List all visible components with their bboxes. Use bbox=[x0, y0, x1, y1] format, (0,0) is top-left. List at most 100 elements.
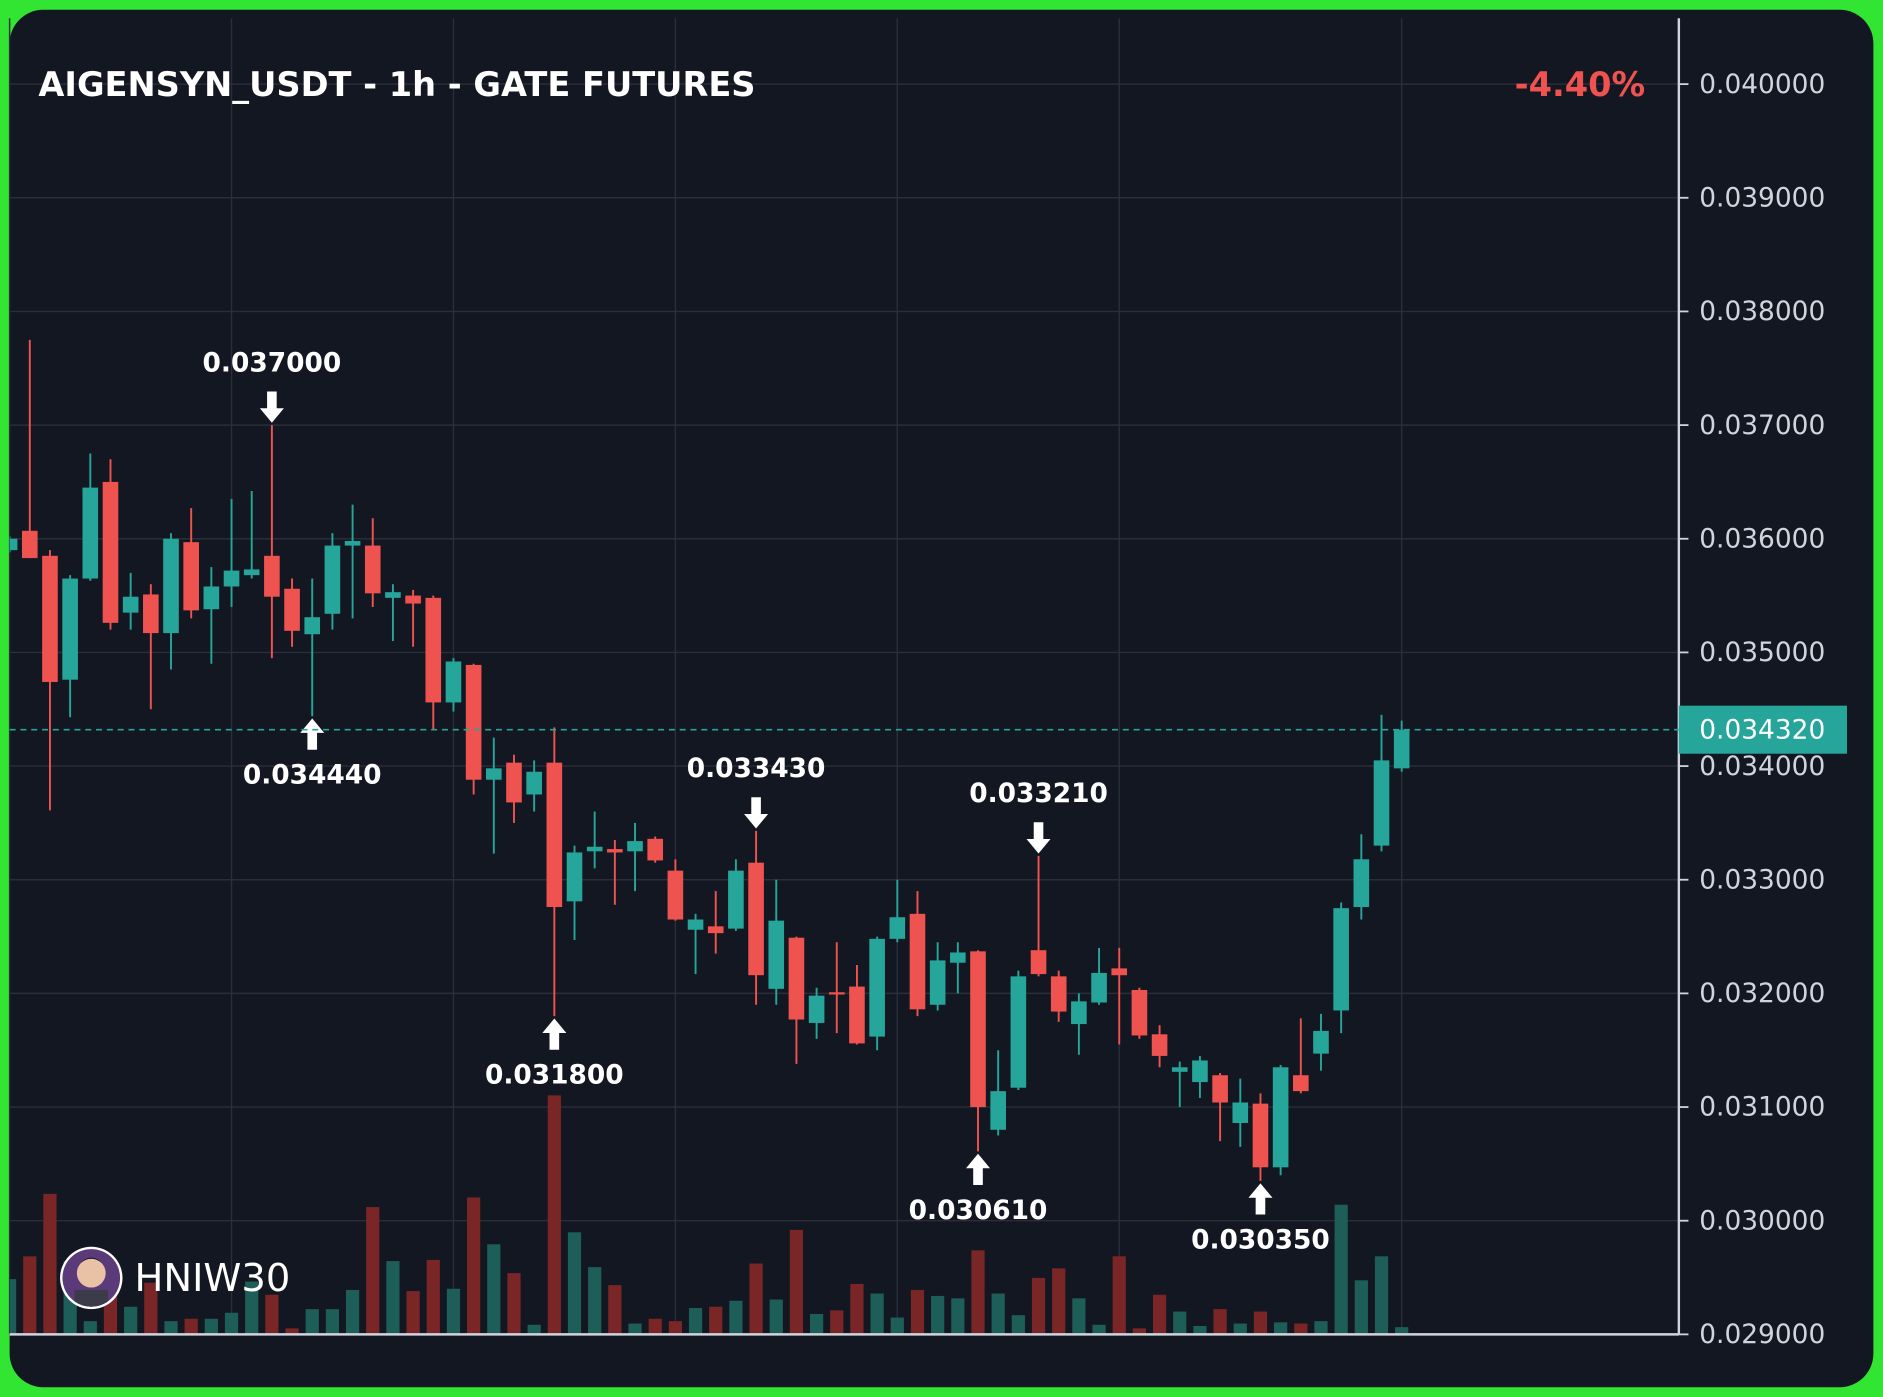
candle-body bbox=[728, 870, 744, 929]
volume-bar bbox=[1072, 1298, 1086, 1335]
last-price-badge bbox=[1678, 705, 1847, 754]
volume-bar bbox=[608, 1285, 622, 1335]
annotation-arrow bbox=[300, 718, 325, 750]
candle-body bbox=[788, 937, 805, 1020]
candle-body bbox=[223, 570, 240, 587]
annotation-arrow bbox=[744, 797, 769, 829]
candle-body bbox=[1111, 968, 1128, 976]
volume-bar bbox=[789, 1229, 804, 1335]
volume-bar bbox=[567, 1232, 582, 1335]
volume-bar bbox=[386, 1261, 400, 1335]
y-tick-label: 0.037000 bbox=[1699, 410, 1825, 441]
volume-bar bbox=[971, 1250, 985, 1335]
candle-body bbox=[808, 995, 825, 1023]
candle-body bbox=[849, 986, 865, 1044]
candle-body bbox=[627, 841, 643, 852]
change-percent: -4.40% bbox=[1515, 65, 1646, 104]
volume-bar bbox=[830, 1310, 844, 1335]
y-tick-label: 0.030000 bbox=[1699, 1205, 1825, 1236]
candle-body bbox=[82, 487, 99, 579]
candle-body bbox=[143, 594, 159, 634]
y-tick-label: 0.031000 bbox=[1699, 1092, 1825, 1123]
annotation-label: 0.030350 bbox=[1191, 1224, 1330, 1255]
watermark: HNIW30 bbox=[60, 1246, 290, 1310]
volume-bar bbox=[184, 1318, 198, 1335]
candle-body bbox=[1010, 976, 1027, 1088]
volume-bar bbox=[1173, 1311, 1187, 1335]
candle-body bbox=[1091, 972, 1107, 1003]
candle-body bbox=[1293, 1075, 1309, 1092]
volume-bar bbox=[1233, 1323, 1247, 1335]
candle-body bbox=[405, 595, 421, 604]
candle-body bbox=[102, 481, 119, 623]
candle-body bbox=[1313, 1030, 1329, 1054]
volume-bar bbox=[709, 1306, 723, 1335]
annotation-arrow bbox=[1248, 1183, 1273, 1215]
volume-bar bbox=[164, 1321, 178, 1335]
volume-bar bbox=[769, 1299, 783, 1335]
candle-body bbox=[506, 762, 522, 803]
y-tick-label: 0.033000 bbox=[1699, 864, 1825, 895]
last-price-label: 0.034320 bbox=[1699, 714, 1825, 745]
y-tick-label: 0.034000 bbox=[1699, 751, 1825, 782]
candle-body bbox=[1232, 1102, 1249, 1123]
candle-body bbox=[607, 849, 623, 853]
volume-bar bbox=[810, 1313, 824, 1335]
overlay: 0.034320 bbox=[9, 705, 1847, 754]
volume-bar bbox=[1092, 1324, 1106, 1335]
candle-body bbox=[909, 913, 926, 1010]
volume-bar bbox=[890, 1317, 904, 1335]
volume-bar bbox=[245, 1281, 259, 1335]
candle-body bbox=[304, 617, 321, 635]
candle-body bbox=[465, 664, 482, 780]
candle-body bbox=[1373, 760, 1390, 846]
candle-body bbox=[950, 952, 966, 963]
volume-bar bbox=[1314, 1321, 1328, 1335]
volume-bar bbox=[1052, 1268, 1066, 1335]
volume-bar bbox=[345, 1289, 360, 1335]
volume-bar bbox=[749, 1263, 763, 1335]
volume-bar bbox=[487, 1244, 501, 1335]
annotation-layer: 0.037000 0.034440 0.031800 0.033430 0.033210… bbox=[203, 347, 1330, 1255]
annotation-arrow bbox=[542, 1018, 567, 1050]
candle-body bbox=[748, 862, 764, 976]
avatar-body bbox=[74, 1289, 109, 1307]
volume-bar bbox=[265, 1294, 279, 1335]
candle-body bbox=[1171, 1067, 1188, 1072]
candle-body bbox=[869, 938, 885, 1037]
candle-body bbox=[970, 951, 986, 1108]
volume-bar bbox=[124, 1306, 138, 1335]
candle-body bbox=[768, 920, 785, 989]
annotation-label: 0.033430 bbox=[687, 753, 826, 784]
volume-bar bbox=[1334, 1204, 1348, 1335]
candle-body bbox=[1212, 1075, 1228, 1103]
candle-body bbox=[1050, 976, 1067, 1012]
volume-bar bbox=[527, 1324, 541, 1335]
y-tick-label: 0.039000 bbox=[1699, 182, 1825, 213]
candle-body bbox=[284, 588, 300, 631]
avatar-face bbox=[76, 1258, 106, 1288]
candle-body bbox=[62, 578, 78, 680]
candle-body bbox=[1353, 859, 1370, 908]
volume-bar bbox=[23, 1256, 37, 1335]
volume-bar bbox=[1031, 1277, 1046, 1335]
volume-bar bbox=[426, 1259, 440, 1335]
volume-bar bbox=[588, 1267, 602, 1335]
y-tick-label: 0.038000 bbox=[1699, 296, 1825, 327]
candle-body bbox=[183, 542, 199, 611]
candle-body bbox=[990, 1091, 1006, 1130]
volume-bar bbox=[951, 1298, 965, 1335]
candle-body bbox=[1030, 950, 1047, 975]
volume-bar bbox=[668, 1321, 682, 1335]
candle-body bbox=[828, 992, 845, 995]
volume-bar bbox=[1395, 1327, 1409, 1335]
volume-bar bbox=[729, 1300, 743, 1335]
candle-body bbox=[486, 768, 502, 780]
volume-bar bbox=[870, 1293, 884, 1335]
annotation-arrow bbox=[259, 391, 284, 423]
candle-body bbox=[21, 530, 38, 559]
candle-body bbox=[264, 555, 280, 597]
volume-bar bbox=[507, 1273, 521, 1335]
